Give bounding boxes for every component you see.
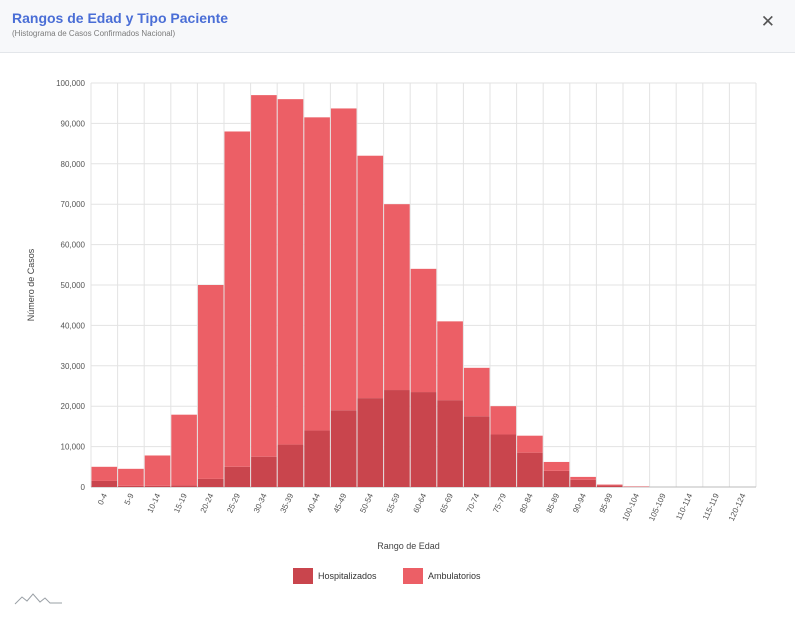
bar-hospitalizados[interactable] <box>171 485 197 487</box>
y-tick-label: 40,000 <box>61 321 86 330</box>
bar-hospitalizados[interactable] <box>118 485 144 487</box>
x-tick-label: 40-44 <box>305 492 322 515</box>
x-tick-label: 90-94 <box>571 492 588 515</box>
bar-ambulatorios[interactable] <box>277 99 304 445</box>
y-axis-ticks: 0 10,000 20,000 30,000 40,000 50,000 60,000 70,… <box>56 79 85 492</box>
x-tick-label: 120-124 <box>727 492 748 523</box>
bar-ambulatorios[interactable] <box>596 484 623 486</box>
bar-hospitalizados[interactable] <box>91 480 118 487</box>
x-tick-label: 10-14 <box>146 492 163 515</box>
x-tick-label: 110-114 <box>674 492 694 522</box>
x-tick-label: 105-109 <box>647 492 668 523</box>
x-tick-label: 65-69 <box>438 492 455 515</box>
x-tick-label: 20-24 <box>199 492 216 515</box>
bar-ambulatorios[interactable] <box>171 414 197 486</box>
bar-hospitalizados[interactable] <box>251 456 277 487</box>
chart-bars <box>91 95 650 487</box>
x-tick-label: 75-79 <box>491 492 508 515</box>
y-tick-label: 70,000 <box>61 200 86 209</box>
bar-ambulatorios[interactable] <box>410 268 437 393</box>
y-tick-label: 90,000 <box>61 119 86 128</box>
chart-legend: Hospitalizados Ambulatorios <box>0 568 795 588</box>
y-tick-label: 30,000 <box>61 362 86 371</box>
bar-hospitalizados[interactable] <box>330 410 357 487</box>
bar-ambulatorios[interactable] <box>543 461 570 471</box>
y-tick-label: 10,000 <box>61 443 86 452</box>
x-tick-label: 115-119 <box>701 492 721 522</box>
bar-hospitalizados[interactable] <box>197 478 224 487</box>
y-tick-label: 80,000 <box>61 160 86 169</box>
x-tick-label: 85-89 <box>545 492 562 515</box>
legend-swatch-ambulatorios <box>403 568 423 584</box>
x-tick-label: 100-104 <box>621 492 642 523</box>
legend-item-hospitalizados[interactable]: Hospitalizados <box>293 568 377 584</box>
bar-hospitalizados[interactable] <box>570 479 596 487</box>
legend-item-ambulatorios[interactable]: Ambulatorios <box>403 568 481 584</box>
bar-hospitalizados[interactable] <box>410 392 437 487</box>
bar-ambulatorios[interactable] <box>330 108 357 411</box>
y-tick-label: 0 <box>81 483 86 492</box>
bar-ambulatorios[interactable] <box>91 466 118 481</box>
legend-label-hospitalizados: Hospitalizados <box>318 571 377 581</box>
x-tick-label: 70-74 <box>465 492 482 515</box>
bar-ambulatorios[interactable] <box>224 131 251 467</box>
x-tick-label: 95-99 <box>598 492 615 515</box>
x-tick-label: 0-4 <box>96 492 109 507</box>
bar-ambulatorios[interactable] <box>517 435 543 453</box>
x-tick-label: 35-39 <box>279 492 296 515</box>
bar-hospitalizados[interactable] <box>304 430 330 487</box>
legend-swatch-hospitalizados <box>293 568 313 584</box>
x-tick-label: 45-49 <box>332 492 349 515</box>
x-axis-label: Rango de Edad <box>377 541 440 551</box>
x-tick-label: 30-34 <box>252 492 269 515</box>
bar-hospitalizados[interactable] <box>596 485 623 487</box>
bar-ambulatorios[interactable] <box>304 117 330 431</box>
bar-ambulatorios[interactable] <box>463 367 490 417</box>
bar-hospitalizados[interactable] <box>490 434 517 487</box>
x-tick-label: 15-19 <box>172 492 189 515</box>
modal-title: Rangos de Edad y Tipo Paciente <box>12 10 229 26</box>
close-icon[interactable]: ✕ <box>760 12 775 32</box>
bar-hospitalizados[interactable] <box>144 485 171 487</box>
y-tick-label: 60,000 <box>61 241 86 250</box>
bar-hospitalizados[interactable] <box>277 444 304 487</box>
x-tick-label: 5-9 <box>123 492 136 507</box>
bar-hospitalizados[interactable] <box>357 398 384 487</box>
bar-hospitalizados[interactable] <box>437 400 463 487</box>
modal-header: Rangos de Edad y Tipo Paciente (Histogra… <box>0 0 795 53</box>
brand-logo-icon <box>14 593 62 605</box>
bar-ambulatorios[interactable] <box>144 455 171 486</box>
modal-subtitle: (Histograma de Casos Confirmados Naciona… <box>12 29 176 38</box>
bar-ambulatorios[interactable] <box>118 468 144 486</box>
x-tick-label: 55-59 <box>385 492 402 515</box>
bar-ambulatorios[interactable] <box>490 406 517 435</box>
x-axis-ticks: 0-4 5-9 10-14 15-19 20-24 25-29 30-34 35-39 40-4… <box>96 492 748 523</box>
bar-hospitalizados[interactable] <box>543 470 570 487</box>
bar-hospitalizados[interactable] <box>224 466 251 487</box>
bar-hospitalizados[interactable] <box>517 452 543 487</box>
bar-ambulatorios[interactable] <box>197 285 224 479</box>
x-tick-label: 80-84 <box>518 492 535 515</box>
bar-hospitalizados[interactable] <box>384 390 410 487</box>
y-tick-label: 50,000 <box>61 281 86 290</box>
x-tick-label: 50-54 <box>358 492 375 515</box>
y-axis-label: Número de Casos <box>26 248 36 321</box>
legend-label-ambulatorios: Ambulatorios <box>428 571 481 581</box>
bar-ambulatorios[interactable] <box>357 155 384 399</box>
y-tick-label: 100,000 <box>56 79 85 88</box>
bar-ambulatorios[interactable] <box>570 476 596 480</box>
x-tick-label: 25-29 <box>225 492 242 515</box>
bar-ambulatorios[interactable] <box>384 204 410 391</box>
y-tick-label: 20,000 <box>61 402 86 411</box>
x-tick-label: 60-64 <box>412 492 429 515</box>
bar-ambulatorios[interactable] <box>437 321 463 401</box>
bar-hospitalizados[interactable] <box>463 416 490 487</box>
bar-ambulatorios[interactable] <box>251 95 277 457</box>
